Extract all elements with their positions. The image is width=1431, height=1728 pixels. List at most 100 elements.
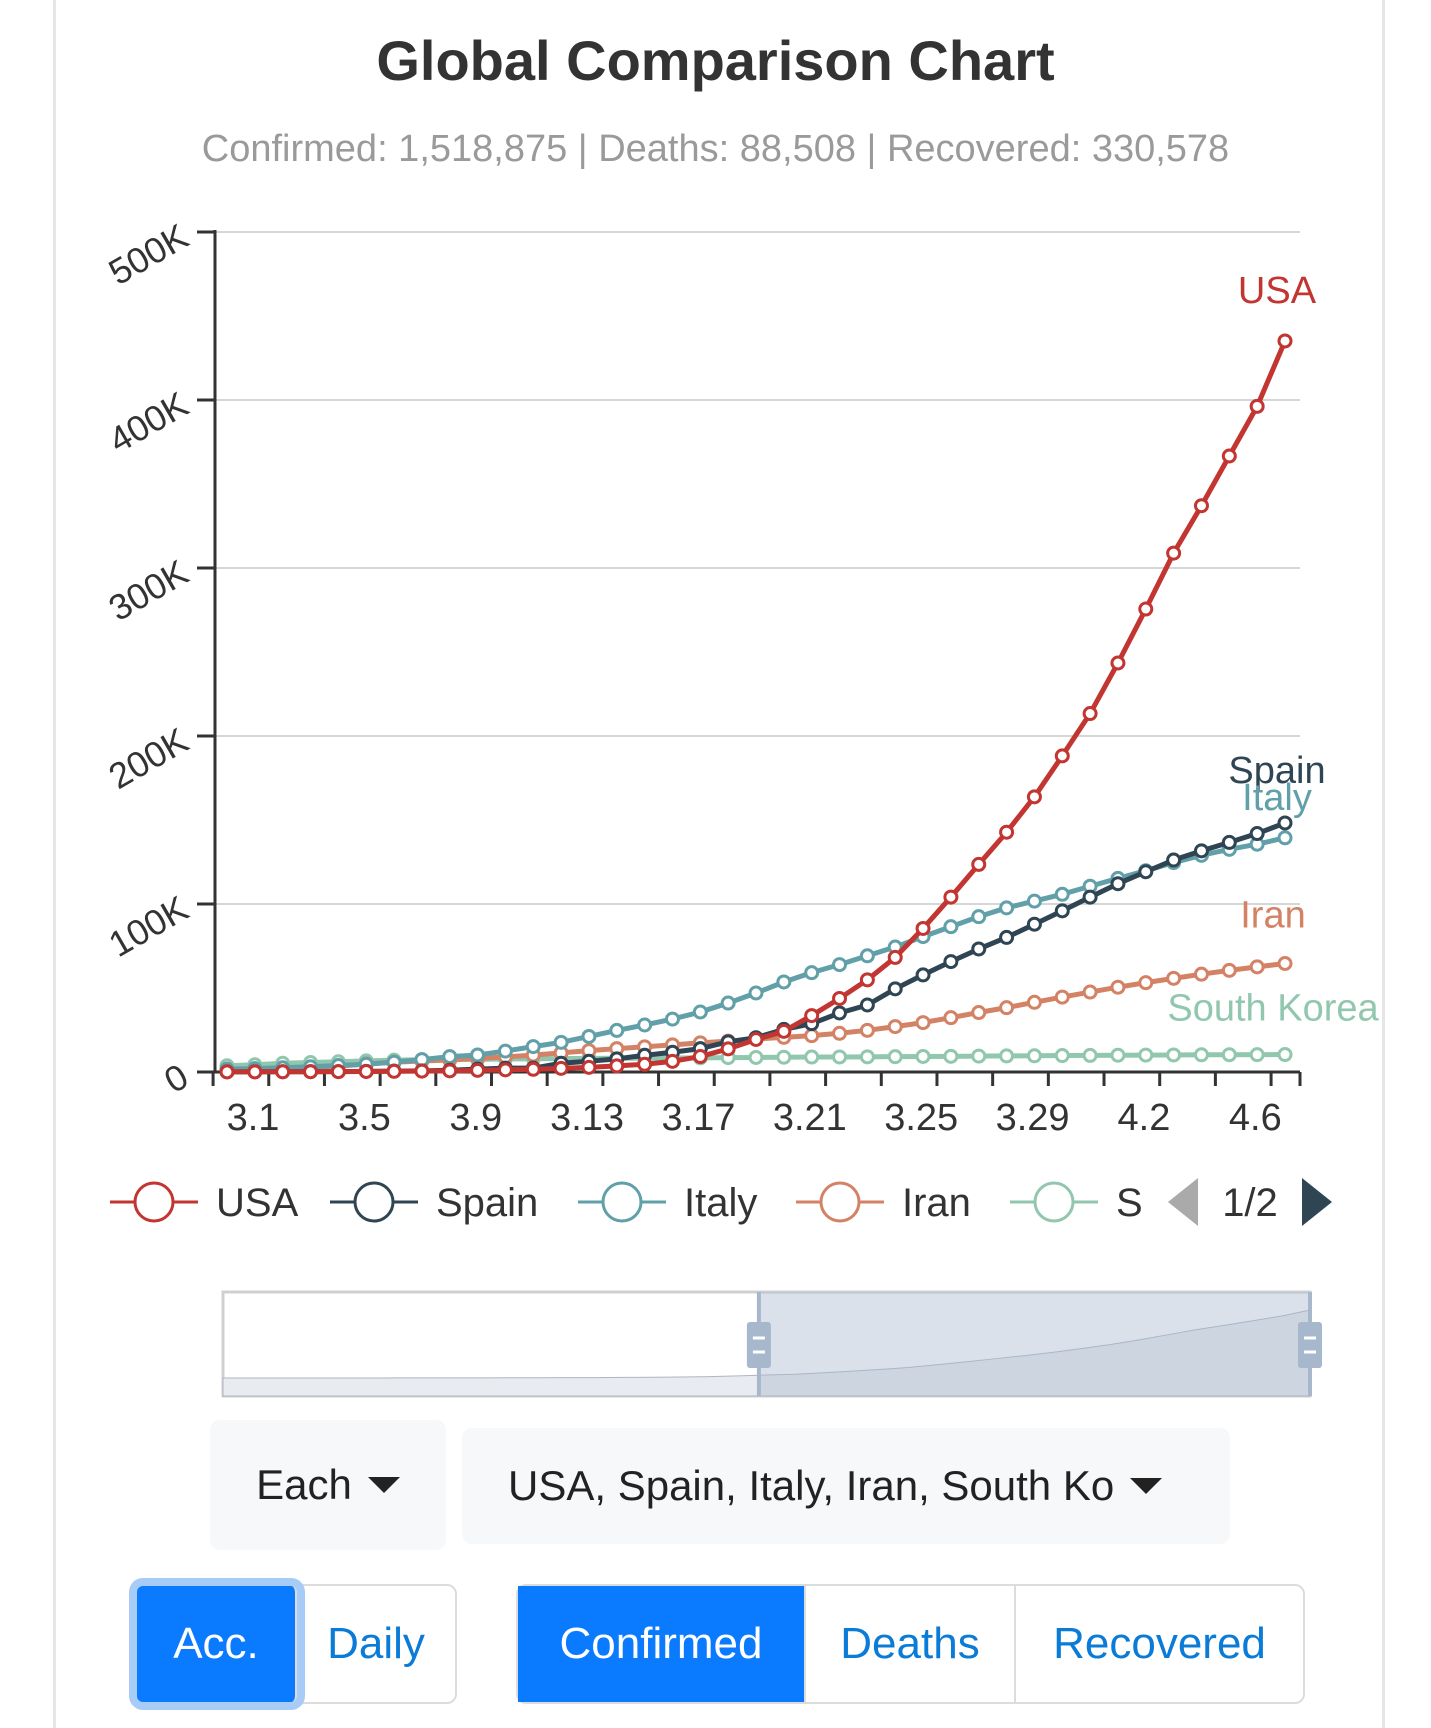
data-point (1193, 1047, 1209, 1063)
data-point (832, 957, 848, 973)
data-point (442, 1049, 458, 1065)
zoom-handle[interactable] (1298, 1322, 1322, 1368)
data-point (1166, 545, 1182, 561)
data-point (943, 1010, 959, 1026)
data-point (525, 1039, 541, 1055)
confirmed-button[interactable]: Confirmed (518, 1586, 806, 1702)
data-point (1138, 601, 1154, 617)
series-end-label: South Korea (1167, 988, 1379, 1030)
legend-marker (133, 1181, 175, 1223)
data-point (915, 920, 931, 936)
data-point (553, 1060, 569, 1076)
data-point (804, 1028, 820, 1044)
y-tick-label: 0 (157, 1055, 195, 1101)
data-point (692, 1049, 708, 1065)
data-point (1166, 852, 1182, 868)
data-point (637, 1017, 653, 1033)
series-line (226, 340, 1288, 1075)
data-point (1249, 959, 1265, 975)
data-point (943, 889, 959, 905)
data-point (859, 1022, 875, 1038)
data-point (581, 1059, 597, 1075)
zoom-selection (758, 1292, 1310, 1396)
data-point (1277, 955, 1293, 971)
data-point (1249, 826, 1265, 842)
data-point (943, 1048, 959, 1064)
chevron-down-icon (1130, 1478, 1163, 1494)
daily-button[interactable]: Daily (327, 1619, 425, 1668)
data-point (1054, 903, 1070, 919)
series-end-label: USA (1238, 270, 1317, 312)
data-point (999, 824, 1015, 840)
acc-button[interactable]: Acc. (137, 1586, 297, 1702)
data-point (581, 1028, 597, 1044)
data-point (859, 997, 875, 1013)
data-point (971, 1005, 987, 1021)
legend-label: Iran (902, 1181, 971, 1225)
legend-label: Italy (684, 1181, 757, 1225)
x-tick-label: 3.1 (227, 1097, 280, 1139)
legend-prev-icon[interactable] (1168, 1178, 1198, 1226)
data-point (525, 1061, 541, 1077)
data-point (915, 1048, 931, 1064)
data-point (664, 1011, 680, 1027)
series-end-label: Iran (1240, 894, 1305, 936)
legend-marker (1033, 1181, 1075, 1223)
data-point (1026, 1048, 1042, 1064)
data-point (1026, 916, 1042, 932)
legend-marker (601, 1181, 643, 1223)
legend-marker (819, 1181, 861, 1223)
data-point (1110, 655, 1126, 671)
data-point (1221, 834, 1237, 850)
data-point (1249, 1047, 1265, 1063)
legend-page-indicator: 1/2 (1222, 1181, 1278, 1225)
data-point (1221, 962, 1237, 978)
country-select[interactable]: USA, Spain, Italy, Iran, South Ko (462, 1428, 1230, 1544)
x-tick-label: 3.21 (773, 1097, 847, 1139)
data-point (859, 972, 875, 988)
data-point (1193, 966, 1209, 982)
data-point (971, 856, 987, 872)
x-tick-label: 3.17 (661, 1097, 735, 1139)
chevron-down-icon (367, 1477, 400, 1493)
scope-select[interactable]: Each (210, 1420, 446, 1550)
data-point (442, 1063, 458, 1079)
data-point (497, 1062, 513, 1078)
data-point (1193, 498, 1209, 514)
data-point (776, 1023, 792, 1039)
legend-label: S (1116, 1181, 1143, 1225)
x-tick-label: 3.25 (884, 1097, 958, 1139)
data-point (637, 1056, 653, 1072)
data-point (804, 1049, 820, 1065)
data-point (1277, 1047, 1293, 1063)
data-point (609, 1058, 625, 1074)
data-point (497, 1043, 513, 1059)
data-point (247, 1064, 263, 1080)
data-point (358, 1063, 374, 1079)
data-point (887, 1019, 903, 1035)
zoom-handle[interactable] (746, 1322, 771, 1368)
data-point (887, 1049, 903, 1065)
y-tick-label: 500K (102, 215, 195, 293)
data-point (999, 929, 1015, 945)
data-point (1277, 830, 1293, 846)
data-point (414, 1063, 430, 1079)
data-point (1249, 398, 1265, 414)
data-point (887, 981, 903, 997)
data-point (1054, 748, 1070, 764)
data-point (832, 1049, 848, 1065)
data-point (748, 1031, 764, 1047)
data-point (1138, 864, 1154, 880)
data-point (748, 1049, 764, 1065)
legend-next-icon[interactable] (1302, 1178, 1332, 1226)
recovered-button[interactable]: Recovered (1053, 1619, 1266, 1668)
data-point (915, 1015, 931, 1031)
deaths-button[interactable]: Deaths (806, 1586, 1016, 1702)
chart-card (53, 0, 1385, 1728)
data-point (1082, 889, 1098, 905)
data-point (999, 900, 1015, 916)
data-point (1026, 789, 1042, 805)
data-point (971, 1048, 987, 1064)
data-point (720, 1041, 736, 1057)
data-point (1193, 843, 1209, 859)
